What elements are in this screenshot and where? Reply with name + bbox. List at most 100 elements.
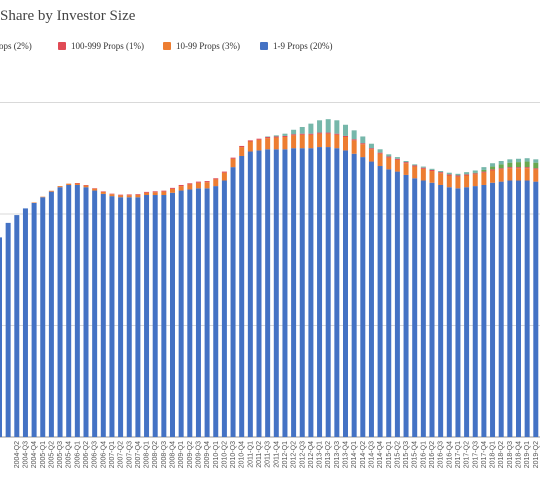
legend-item-1000plus[interactable]: rops (2%) bbox=[0, 41, 32, 51]
bar-segment[interactable] bbox=[394, 171, 400, 437]
bar-segment[interactable] bbox=[221, 171, 227, 173]
bar-segment[interactable] bbox=[308, 133, 314, 135]
bar-segment[interactable] bbox=[204, 182, 210, 189]
bar-segment[interactable] bbox=[118, 194, 124, 196]
bar-segment[interactable] bbox=[351, 130, 357, 140]
bar-segment[interactable] bbox=[386, 169, 392, 437]
legend-item-1-9[interactable]: 1-9 Props (20%) bbox=[260, 41, 333, 51]
bar-segment[interactable] bbox=[100, 192, 106, 194]
bar-segment[interactable] bbox=[325, 132, 331, 134]
bar-segment[interactable] bbox=[5, 222, 11, 437]
bar-segment[interactable] bbox=[438, 184, 444, 437]
bar-segment[interactable] bbox=[66, 183, 72, 185]
bar-segment[interactable] bbox=[308, 148, 314, 437]
bar-segment[interactable] bbox=[265, 137, 271, 139]
bar-segment[interactable] bbox=[507, 167, 513, 169]
bar-segment[interactable] bbox=[524, 180, 530, 438]
bar-segment[interactable] bbox=[40, 196, 46, 198]
bar-segment[interactable] bbox=[299, 134, 305, 149]
bar-segment[interactable] bbox=[14, 215, 20, 437]
bar-segment[interactable] bbox=[533, 159, 539, 163]
bar-segment[interactable] bbox=[516, 168, 521, 181]
bar-segment[interactable] bbox=[109, 193, 115, 195]
bar-segment[interactable] bbox=[187, 184, 193, 190]
bar-segment[interactable] bbox=[221, 180, 227, 438]
legend-item-100-999[interactable]: 100-999 Props (1%) bbox=[58, 41, 144, 51]
bar-segment[interactable] bbox=[144, 191, 150, 193]
bar-segment[interactable] bbox=[126, 195, 132, 198]
bar-segment[interactable] bbox=[516, 158, 521, 163]
bar-segment[interactable] bbox=[74, 183, 80, 185]
bar-segment[interactable] bbox=[516, 180, 521, 438]
bar-segment[interactable] bbox=[48, 191, 54, 437]
bar-segment[interactable] bbox=[351, 153, 357, 437]
bar-segment[interactable] bbox=[152, 192, 158, 196]
bar-segment[interactable] bbox=[239, 147, 245, 156]
bar-segment[interactable] bbox=[126, 194, 132, 196]
bar-segment[interactable] bbox=[83, 187, 89, 437]
bar-segment[interactable] bbox=[0, 237, 2, 437]
bar-segment[interactable] bbox=[490, 163, 496, 167]
bar-segment[interactable] bbox=[317, 132, 323, 134]
bar-segment[interactable] bbox=[83, 185, 89, 186]
bar-segment[interactable] bbox=[498, 181, 504, 437]
bar-segment[interactable] bbox=[498, 164, 504, 169]
bar-segment[interactable] bbox=[533, 181, 539, 437]
bar-segment[interactable] bbox=[533, 169, 539, 182]
bar-segment[interactable] bbox=[48, 190, 54, 192]
bar-segment[interactable] bbox=[291, 129, 297, 135]
bar-segment[interactable] bbox=[213, 179, 219, 187]
bar-segment[interactable] bbox=[420, 168, 426, 181]
bar-segment[interactable] bbox=[343, 135, 348, 138]
bar-segment[interactable] bbox=[472, 186, 478, 437]
bar-segment[interactable] bbox=[498, 161, 504, 165]
bar-segment[interactable] bbox=[308, 123, 314, 134]
bar-segment[interactable] bbox=[412, 166, 418, 179]
bar-segment[interactable] bbox=[282, 137, 288, 150]
bar-segment[interactable] bbox=[57, 187, 63, 437]
bar-segment[interactable] bbox=[412, 178, 418, 437]
bar-segment[interactable] bbox=[273, 149, 279, 438]
bar-segment[interactable] bbox=[386, 154, 392, 157]
bar-segment[interactable] bbox=[420, 180, 426, 438]
bar-segment[interactable] bbox=[230, 158, 236, 168]
bar-segment[interactable] bbox=[429, 168, 435, 170]
bar-segment[interactable] bbox=[126, 197, 132, 437]
bar-segment[interactable] bbox=[170, 187, 175, 189]
bar-segment[interactable] bbox=[377, 153, 383, 167]
bar-segment[interactable] bbox=[74, 184, 80, 437]
bar-segment[interactable] bbox=[472, 170, 478, 173]
bar-segment[interactable] bbox=[403, 162, 409, 164]
bar-segment[interactable] bbox=[40, 197, 46, 437]
bar-segment[interactable] bbox=[455, 173, 461, 176]
bar-segment[interactable] bbox=[464, 172, 470, 175]
bar-segment[interactable] bbox=[481, 171, 487, 173]
bar-segment[interactable] bbox=[152, 195, 158, 437]
bar-segment[interactable] bbox=[144, 192, 150, 196]
bar-segment[interactable] bbox=[74, 183, 80, 184]
bar-segment[interactable] bbox=[325, 133, 331, 148]
bar-segment[interactable] bbox=[533, 168, 539, 170]
bar-segment[interactable] bbox=[360, 143, 366, 145]
bar-segment[interactable] bbox=[239, 145, 245, 148]
bar-segment[interactable] bbox=[394, 158, 400, 160]
bar-segment[interactable] bbox=[455, 175, 461, 177]
bar-segment[interactable] bbox=[490, 166, 496, 170]
bar-segment[interactable] bbox=[66, 184, 72, 437]
bar-segment[interactable] bbox=[247, 140, 253, 142]
bar-segment[interactable] bbox=[429, 171, 435, 183]
bar-segment[interactable] bbox=[394, 159, 400, 172]
bar-segment[interactable] bbox=[368, 161, 374, 438]
bar-segment[interactable] bbox=[178, 190, 184, 437]
bar-segment[interactable] bbox=[403, 161, 409, 163]
bar-segment[interactable] bbox=[291, 135, 297, 149]
bar-segment[interactable] bbox=[161, 195, 167, 437]
bar-segment[interactable] bbox=[282, 133, 288, 136]
bar-segment[interactable] bbox=[317, 120, 323, 133]
bar-segment[interactable] bbox=[368, 149, 374, 162]
bar-segment[interactable] bbox=[334, 120, 340, 134]
bar-segment[interactable] bbox=[368, 148, 374, 150]
bar-segment[interactable] bbox=[420, 167, 426, 169]
bar-segment[interactable] bbox=[195, 188, 201, 437]
bar-segment[interactable] bbox=[299, 126, 305, 134]
